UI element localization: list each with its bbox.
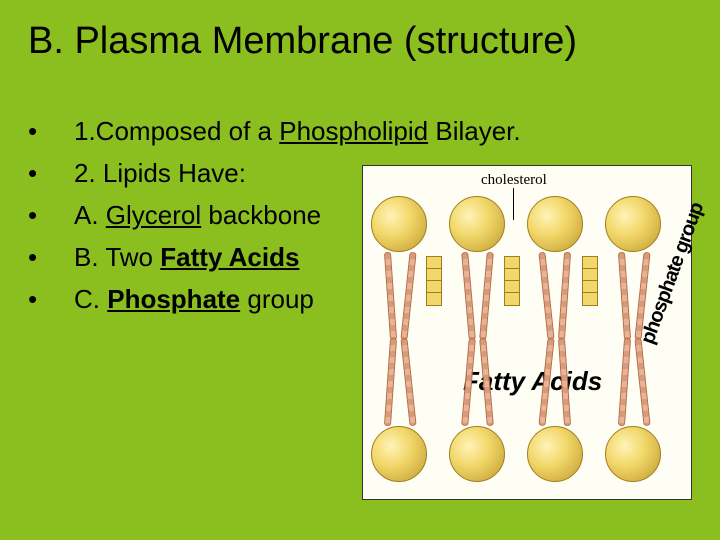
bullet-icon: • [28, 197, 74, 233]
fatty-acid-tail [384, 252, 397, 340]
fatty-acid-tail [634, 338, 650, 426]
bullet-icon: • [28, 239, 74, 275]
bullet-text: A. Glycerol backbone [74, 197, 321, 233]
bullet-icon: • [28, 155, 74, 191]
bullet-text: B. Two Fatty Acids [74, 239, 299, 275]
fatty-acid-tail [461, 252, 476, 340]
fatty-acid-tail [400, 252, 416, 340]
phospholipid-head [371, 196, 427, 252]
phospholipid-head [449, 196, 505, 252]
cholesterol-molecule [504, 256, 522, 326]
bullet-icon: • [28, 281, 74, 317]
phospholipid-head [527, 196, 583, 252]
fatty-acid-tail [618, 252, 631, 340]
cholesterol-pointer [513, 188, 514, 220]
phospholipid-diagram: cholesterol phosphate group Fatty Acids [362, 165, 692, 500]
phospholipid-head [371, 426, 427, 482]
phospholipid-head [605, 196, 661, 252]
cholesterol-molecule [426, 256, 444, 326]
cholesterol-label: cholesterol [481, 172, 547, 189]
bullet-text: C. Phosphate group [74, 281, 314, 317]
cholesterol-molecule [582, 256, 600, 326]
fatty-acid-tail [479, 252, 494, 340]
fatty-acid-tail [558, 252, 571, 340]
fatty-acid-tail [384, 338, 397, 426]
phospholipid-head [449, 426, 505, 482]
phospholipid-head [605, 426, 661, 482]
fatty-acid-tail [400, 338, 416, 426]
bullet-icon: • [28, 113, 74, 149]
list-item: • 1.Composed of a Phospholipid Bilayer. [28, 113, 521, 149]
bullet-text: 1.Composed of a Phospholipid Bilayer. [74, 113, 521, 149]
phospholipid-head [527, 426, 583, 482]
bullet-text: 2. Lipids Have: [74, 155, 246, 191]
slide-title: B. Plasma Membrane (structure) [0, 0, 720, 63]
fatty-acid-tail [538, 252, 554, 340]
fatty-acid-tail [618, 338, 631, 426]
